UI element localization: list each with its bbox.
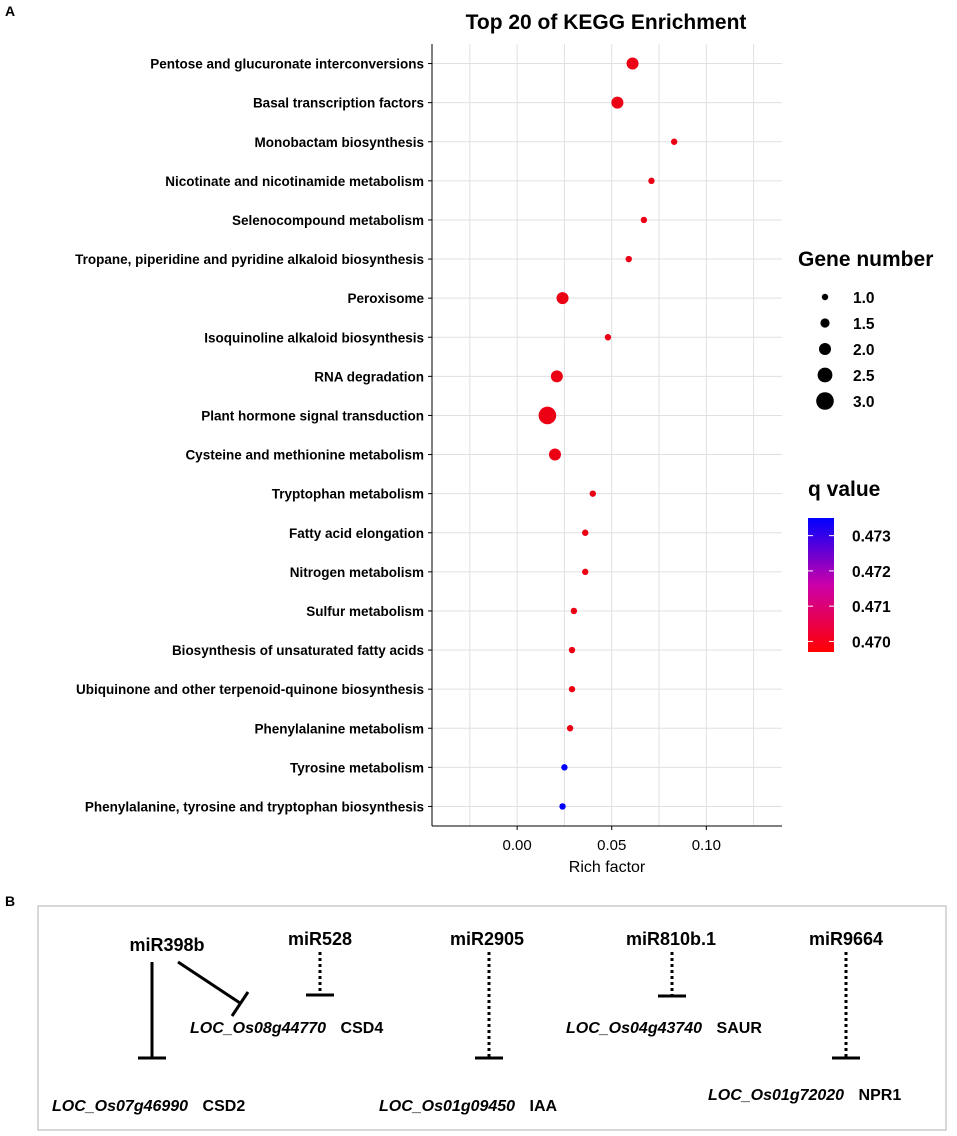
y-tick-label: Pentose and glucuronate interconversions — [150, 57, 424, 72]
size-legend-title: Gene number — [798, 248, 933, 271]
mirna-label: miR2905 — [450, 929, 524, 949]
y-tick-label: Plant hormone signal transduction — [201, 408, 424, 423]
data-point — [568, 685, 576, 693]
target-gene-label: LOC_Os04g43740 SAUR — [566, 1020, 762, 1037]
y-tick-label: Tyrosine metabolism — [290, 760, 424, 775]
y-tick-label: Phenylalanine, tyrosine and tryptophan b… — [85, 799, 424, 814]
target-gene-label: LOC_Os07g46990 CSD2 — [52, 1098, 245, 1115]
y-tick-label: Cysteine and methionine metabolism — [185, 448, 424, 463]
target-locus: LOC_Os01g09450 — [379, 1098, 515, 1115]
x-tick-label: 0.10 — [692, 837, 721, 854]
grid — [432, 44, 782, 826]
inhibition-bar — [230, 991, 250, 1017]
y-tick-label: Fatty acid elongation — [289, 526, 424, 541]
y-tick-label: Nicotinate and nicotinamide metabolism — [165, 174, 424, 189]
color-legend-label: 0.470 — [852, 634, 891, 651]
target-gene-name: SAUR — [717, 1020, 763, 1037]
data-point — [611, 96, 624, 109]
chart-title: Top 20 of KEGG Enrichment — [466, 11, 747, 34]
y-tick-label: Nitrogen metabolism — [290, 565, 424, 580]
data-point — [559, 803, 566, 810]
mirna-label: miR9664 — [809, 929, 883, 949]
panel-b-label: B — [5, 893, 15, 909]
color-bar — [808, 518, 834, 652]
inhibition-edge — [177, 960, 241, 1005]
target-gene-label: LOC_Os01g72020 NPR1 — [708, 1087, 901, 1104]
size-legend-label: 2.0 — [853, 342, 875, 359]
x-axis-title: Rich factor — [569, 859, 646, 876]
size-legend-symbol — [820, 318, 830, 328]
data-point — [604, 334, 612, 341]
color-legend-label: 0.472 — [852, 564, 891, 581]
color-legend-title: q value — [808, 478, 880, 501]
data-point — [568, 646, 576, 654]
size-legend-label: 1.5 — [853, 316, 875, 333]
y-tick-label: Biosynthesis of unsaturated fatty acids — [172, 643, 424, 658]
data-point — [548, 448, 561, 461]
color-legend-label: 0.471 — [852, 599, 891, 616]
data-point — [640, 216, 648, 224]
target-gene-name: CSD4 — [341, 1020, 384, 1037]
y-tick-label: Tropane, piperidine and pyridine alkaloi… — [75, 252, 424, 267]
y-tick-label: Monobactam biosynthesis — [254, 135, 424, 150]
y-tick-label: Tryptophan metabolism — [272, 487, 424, 502]
target-gene-name: IAA — [530, 1098, 558, 1115]
size-legend-symbol — [816, 392, 834, 410]
data-point — [550, 370, 563, 383]
y-tick-label: Sulfur metabolism — [306, 604, 424, 619]
size-legend: Gene number 1.0 1.5 2.0 2.5 3.0 — [798, 248, 933, 411]
size-legend-symbol — [817, 367, 833, 383]
data-point — [566, 725, 574, 732]
size-legend-symbol — [819, 343, 831, 355]
y-tick-label: Peroxisome — [347, 291, 424, 306]
network-panel-border — [37, 905, 947, 1131]
size-legend-label: 2.5 — [853, 368, 875, 385]
target-locus: LOC_Os08g44770 — [190, 1020, 326, 1037]
plot-area: Pentose and glucuronate interconversions… — [75, 44, 782, 876]
y-tick-label: Ubiquinone and other terpenoid-quinone b… — [76, 682, 424, 697]
y-tick-label: Basal transcription factors — [253, 96, 424, 111]
data-point — [670, 138, 678, 145]
size-legend-symbol — [821, 293, 829, 301]
data-point — [582, 568, 589, 576]
data-point — [625, 255, 632, 263]
data-point — [626, 57, 639, 70]
x-ticks: 0.00 0.05 0.10 — [503, 826, 721, 854]
data-point — [582, 529, 589, 536]
color-legend: q value 0.473 0.472 0.471 0.470 — [808, 478, 891, 652]
data-point — [538, 406, 557, 425]
y-tick-label: Isoquinoline alkaloid biosynthesis — [204, 330, 424, 345]
target-gene-label: LOC_Os08g44770 CSD4 — [190, 1020, 383, 1037]
target-gene-name: CSD2 — [203, 1098, 246, 1115]
y-tick-label: Selenocompound metabolism — [232, 213, 424, 228]
target-gene-label: LOC_Os01g09450 IAA — [379, 1098, 558, 1115]
target-locus: LOC_Os04g43740 — [566, 1020, 702, 1037]
size-legend-label: 1.0 — [853, 290, 875, 307]
target-gene-name: NPR1 — [859, 1087, 902, 1104]
data-point — [556, 292, 569, 305]
x-tick-label: 0.05 — [597, 837, 626, 854]
plot-background — [432, 44, 782, 826]
data-point — [648, 177, 655, 185]
size-legend-label: 3.0 — [853, 394, 875, 411]
panel-a-label: A — [5, 3, 15, 19]
mirna-label: miR398b — [129, 935, 204, 955]
target-locus: LOC_Os07g46990 — [52, 1098, 188, 1115]
data-point — [589, 490, 597, 497]
x-tick-label: 0.00 — [503, 837, 532, 854]
mirna-target-network: miR398b miR528 miR2905 miR810b.1 miR9664… — [52, 929, 901, 1115]
mirna-label: miR528 — [288, 929, 352, 949]
mirna-label: miR810b.1 — [626, 929, 716, 949]
data-points — [538, 57, 678, 810]
color-legend-label: 0.473 — [852, 529, 891, 546]
category-labels: Pentose and glucuronate interconversions… — [75, 57, 432, 814]
y-tick-label: RNA degradation — [314, 369, 424, 384]
data-point — [561, 764, 568, 771]
y-tick-label: Phenylalanine metabolism — [254, 721, 424, 736]
data-point — [570, 607, 578, 615]
target-locus: LOC_Os01g72020 — [708, 1087, 844, 1104]
